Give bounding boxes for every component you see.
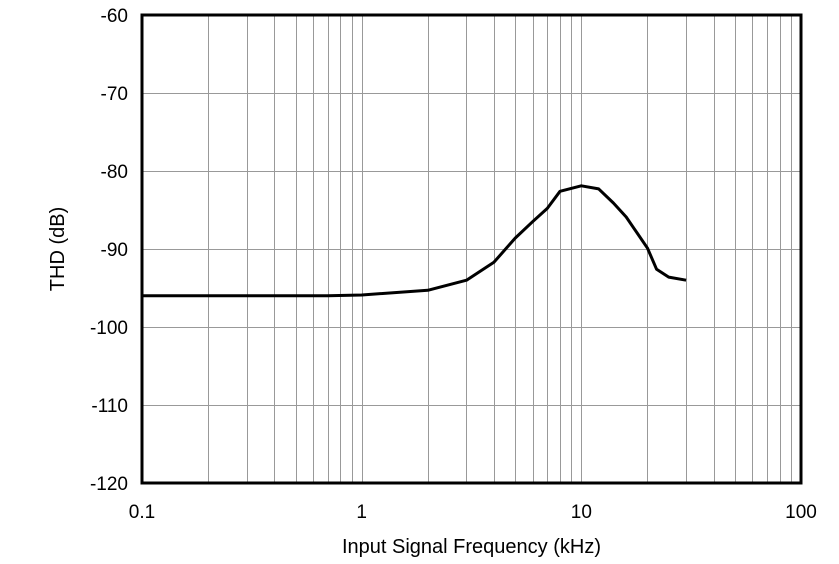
y-tick-label: -70: [101, 84, 128, 105]
y-tick-label: -90: [101, 240, 128, 261]
x-axis-title: Input Signal Frequency (kHz): [342, 536, 601, 558]
y-tick-label: -80: [101, 162, 128, 183]
plot-area-frame: [140, 13, 803, 485]
grid-lines: [142, 15, 801, 483]
y-tick-label: -100: [90, 318, 128, 339]
y-tick-label: -110: [91, 396, 128, 417]
y-axis-title: THD (dB): [47, 207, 69, 291]
y-tick-label: -60: [101, 6, 128, 27]
data-series: [142, 184, 687, 298]
x-axis-tick-labels: 0.1 1 10 100: [129, 502, 817, 523]
x-tick-label: 10: [571, 502, 592, 523]
x-tick-label: 1: [356, 502, 367, 523]
thd-curve: [142, 184, 687, 298]
y-axis-tick-labels: -60 -70 -80 -90 -100 -110 -120: [90, 6, 128, 495]
x-tick-label: 100: [785, 502, 817, 523]
x-tick-label: 0.1: [129, 502, 155, 523]
y-tick-label: -120: [90, 474, 128, 495]
